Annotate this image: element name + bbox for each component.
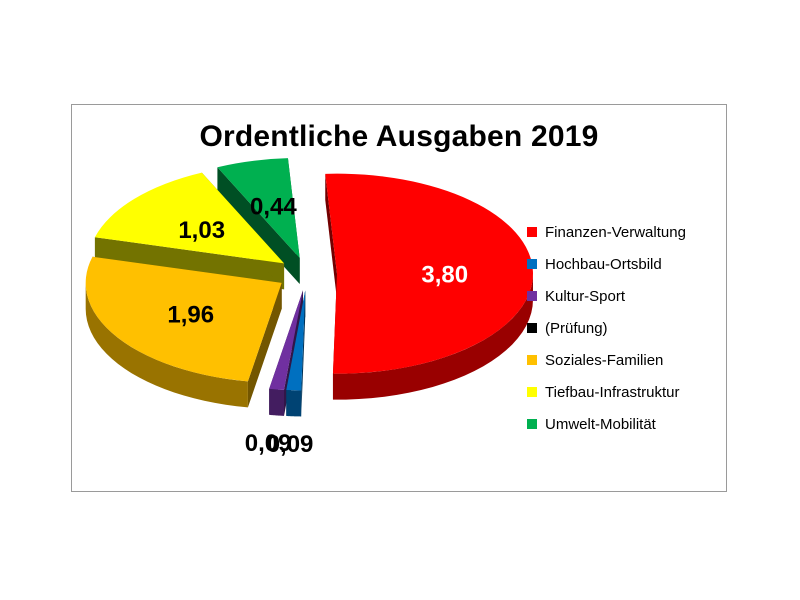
pie-slice-wall bbox=[217, 167, 300, 284]
pie-chart: 3,80 0,090,09 1,96 1,03 0,44 bbox=[85, 158, 533, 459]
legend-label: (Prüfung) bbox=[545, 319, 608, 337]
pie-slice bbox=[269, 290, 303, 390]
legend-item: Umwelt-Mobilität bbox=[527, 408, 686, 440]
pie-slice bbox=[85, 256, 282, 382]
data-label: 0,09 bbox=[245, 430, 292, 457]
pie-slice bbox=[286, 290, 306, 391]
data-label: 0,44 bbox=[250, 194, 297, 221]
legend-item: Soziales-Familien bbox=[527, 344, 686, 376]
legend-label: Hochbau-Ortsbild bbox=[545, 255, 662, 273]
legend-item: Hochbau-Ortsbild bbox=[527, 248, 686, 280]
pie-tops bbox=[85, 158, 533, 391]
data-label: 0,09 bbox=[267, 431, 314, 458]
pie-slice-rim bbox=[85, 282, 248, 408]
legend-item: Tiefbau-Infrastruktur bbox=[527, 376, 686, 408]
legend-label: Finanzen-Verwaltung bbox=[545, 223, 686, 241]
legend-label: Umwelt-Mobilität bbox=[545, 415, 656, 433]
pie-slice-wall bbox=[94, 237, 285, 290]
pie-slice-wall bbox=[301, 290, 306, 417]
legend-item: Finanzen-Verwaltung bbox=[527, 216, 686, 248]
pie-slice bbox=[217, 158, 300, 258]
legend-swatch bbox=[527, 323, 537, 333]
legend-swatch bbox=[527, 387, 537, 397]
legend-swatch bbox=[527, 259, 537, 269]
pie-slice-wall bbox=[247, 282, 282, 408]
legend-label: Kultur-Sport bbox=[545, 287, 626, 305]
pie-slice-wall bbox=[325, 173, 337, 300]
legend-swatch bbox=[527, 355, 537, 365]
data-label: 1,96 bbox=[167, 301, 214, 328]
pie-slice bbox=[325, 173, 533, 374]
legend-swatch bbox=[527, 291, 537, 301]
chart-legend: Finanzen-Verwaltung Hochbau-Ortsbild Kul… bbox=[527, 216, 686, 440]
legend-label: Soziales-Familien bbox=[545, 351, 664, 369]
pie-slice-rim bbox=[269, 388, 285, 416]
data-label: 3,80 bbox=[421, 262, 468, 289]
pie-slice-rim bbox=[332, 273, 533, 400]
chart-title: Ordentliche Ausgaben 2019 bbox=[199, 120, 599, 153]
pie-slice bbox=[94, 172, 285, 264]
pie-slice-rim bbox=[286, 390, 302, 417]
data-label: 1,03 bbox=[178, 217, 225, 244]
legend-label: Tiefbau-Infrastruktur bbox=[545, 383, 680, 401]
legend-swatch bbox=[527, 227, 537, 237]
legend-item: Kultur-Sport bbox=[527, 280, 686, 312]
legend-swatch bbox=[527, 419, 537, 429]
pie-data-labels: 3,80 0,090,09 1,96 1,03 0,44 bbox=[167, 194, 468, 459]
legend-item: (Prüfung) bbox=[527, 312, 686, 344]
